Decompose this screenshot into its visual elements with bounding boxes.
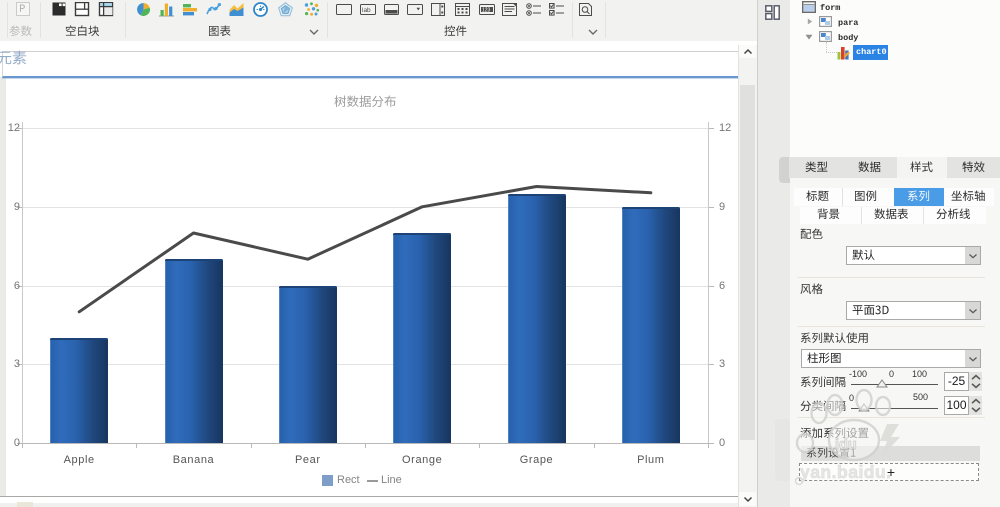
svg-text:lab: lab bbox=[362, 7, 371, 14]
svg-text:yan.baidu.: yan.baidu. bbox=[800, 462, 892, 482]
svg-text:idu: idu bbox=[835, 437, 857, 453]
svg-text:123: 123 bbox=[482, 7, 491, 13]
